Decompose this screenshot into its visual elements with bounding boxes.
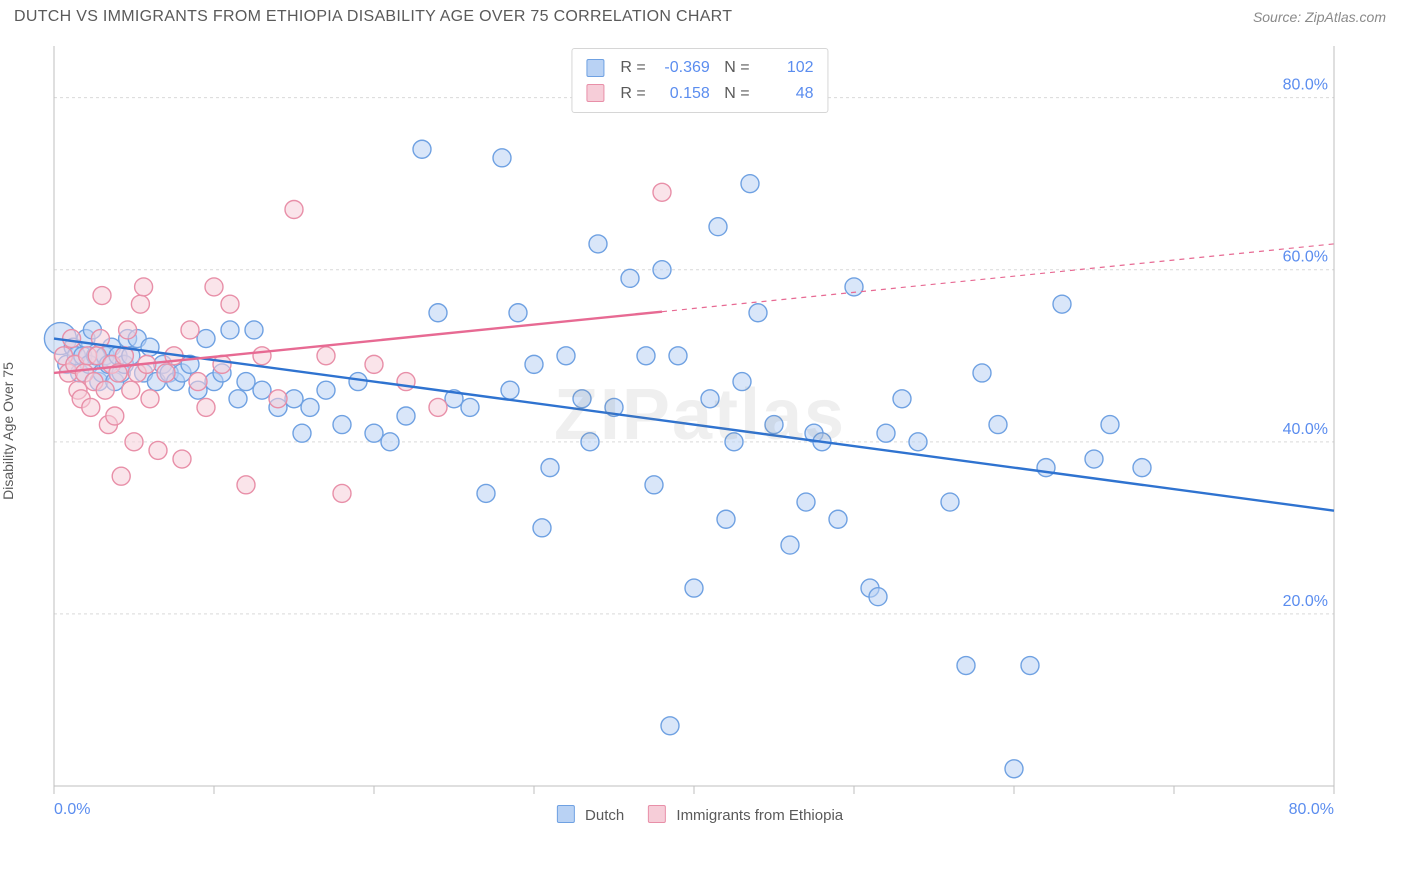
stat-n-ethiopia: 48 — [760, 81, 814, 107]
stats-legend: R = -0.369 N = 102 R = 0.158 N = 48 — [571, 48, 828, 113]
stat-n-dutch: 102 — [760, 55, 814, 81]
svg-text:20.0%: 20.0% — [1283, 593, 1328, 610]
svg-text:0.0%: 0.0% — [54, 801, 90, 818]
scatter-chart: 20.0% 40.0% 60.0% 80.0% 0.0% 80.0% — [14, 36, 1344, 826]
stat-label: N = — [720, 55, 750, 81]
stats-row-ethiopia: R = 0.158 N = 48 — [586, 81, 813, 107]
svg-text:80.0%: 80.0% — [1283, 77, 1328, 94]
swatch-dutch — [557, 805, 575, 823]
stat-label: N = — [720, 81, 750, 107]
chart-title: DUTCH VS IMMIGRANTS FROM ETHIOPIA DISABI… — [14, 8, 732, 26]
legend-item-ethiopia: Immigrants from Ethiopia — [648, 805, 843, 824]
legend-item-dutch: Dutch — [557, 805, 624, 824]
svg-text:60.0%: 60.0% — [1283, 249, 1328, 266]
chart-container: Disability Age Over 75 ZIPatlas 20.0%40.… — [14, 36, 1386, 826]
svg-text:80.0%: 80.0% — [1289, 801, 1334, 818]
swatch-ethiopia — [648, 805, 666, 823]
stat-label: R = — [620, 81, 645, 107]
stat-r-dutch: -0.369 — [656, 55, 710, 81]
svg-text:40.0%: 40.0% — [1283, 421, 1328, 438]
stat-label: R = — [620, 55, 645, 81]
swatch-dutch — [586, 59, 604, 77]
legend-label: Dutch — [585, 807, 624, 824]
stat-r-ethiopia: 0.158 — [656, 81, 710, 107]
stats-row-dutch: R = -0.369 N = 102 — [586, 55, 813, 81]
swatch-ethiopia — [586, 84, 604, 102]
source-label: Source: ZipAtlas.com — [1253, 9, 1386, 25]
title-bar: DUTCH VS IMMIGRANTS FROM ETHIOPIA DISABI… — [0, 0, 1406, 30]
y-axis-label: Disability Age Over 75 — [0, 362, 16, 500]
legend-label: Immigrants from Ethiopia — [676, 807, 843, 824]
legend-bottom: Dutch Immigrants from Ethiopia — [557, 805, 843, 824]
